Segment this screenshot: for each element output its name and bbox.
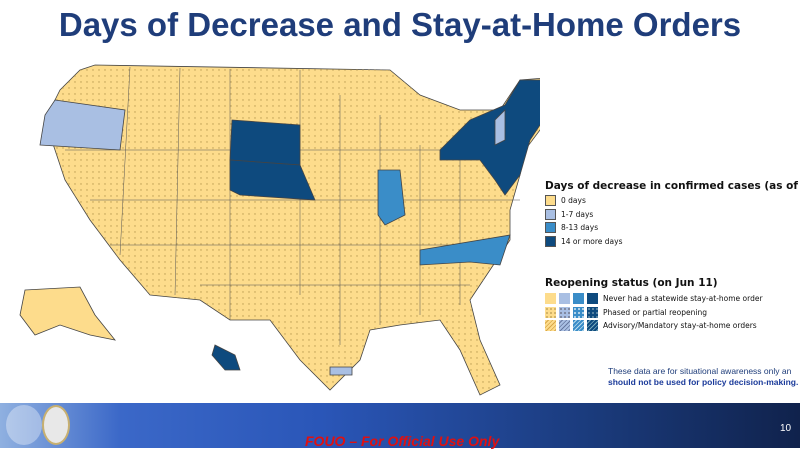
legend-label: Phased or partial reopening [603,307,707,317]
state-hawaii [211,344,241,371]
state-south-dakota [229,119,301,166]
disclaimer-line: These data are for situational awareness… [608,366,792,376]
legend-label: 0 days [561,196,586,206]
legend-label: Advisory/Mandatory stay-at-home orders [603,321,757,331]
legend-label: 8-13 days [561,223,599,233]
legend-label: 14 or more days [561,236,623,246]
hhs-logo [6,405,42,445]
swatch [545,235,556,247]
swatch [545,222,556,234]
swatch [545,195,556,207]
state-vermont [494,109,506,146]
footer: FOUO – For Official Use Only 10 [0,403,800,449]
territory-puerto-rico [329,366,353,376]
state-alaska [19,286,116,341]
state-nebraska [229,159,316,201]
state-northeast [439,79,540,196]
legend-days-title: Days of decrease in confirmed cases (as … [545,180,800,192]
state-indiana [377,169,406,226]
legend-item: 14 or more days [545,235,800,249]
legend-item: 8-13 days [545,221,800,235]
fouo-label: FOUO – For Official Use Only [305,433,500,449]
legend-item: 0 days [545,194,800,208]
legend-label: 1-7 days [561,209,594,219]
us-map [19,64,540,396]
legend-label: Never had a statewide stay-at-home order [603,294,763,304]
page-number: 10 [780,423,792,434]
state-oregon [39,99,126,151]
legend-item: Advisory/Mandatory stay-at-home orders [545,319,763,333]
disclaimer-line: should not be used for policy decision-m… [608,377,799,387]
state-north-carolina [419,234,511,266]
legend-days: Days of decrease in confirmed cases (as … [545,180,800,248]
page-title: Days of Decrease and Stay-at-Home Orders [58,6,742,43]
dhs-seal [42,405,70,445]
legend-item: 1-7 days [545,208,800,222]
legend-item: Phased or partial reopening [545,306,763,320]
legend-item: Never had a statewide stay-at-home order [545,292,763,306]
swatch [545,208,556,220]
disclaimer: These data are for situational awareness… [608,366,798,388]
legend-reopening: Reopening status (on Jun 11) Never had a… [545,277,763,333]
legend-reopening-title: Reopening status (on Jun 11) [545,277,718,289]
